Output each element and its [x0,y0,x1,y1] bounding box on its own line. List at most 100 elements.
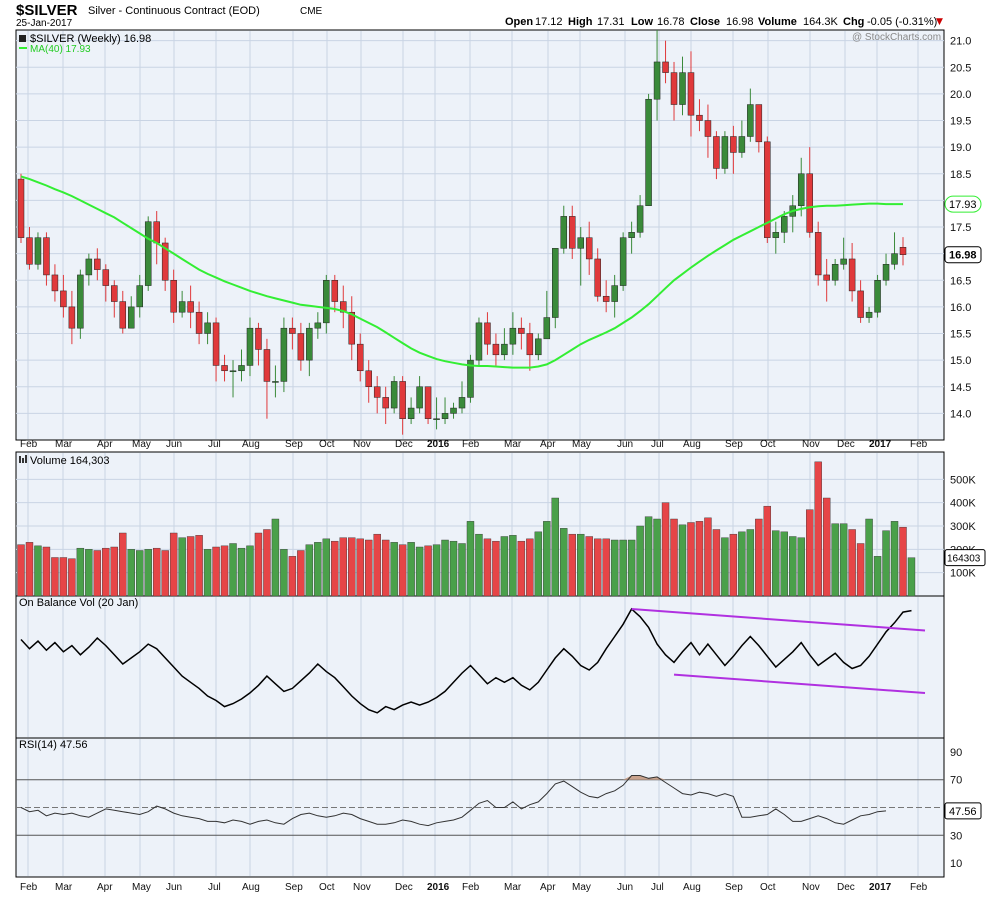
candle [806,173,813,233]
price-legend-label: $SILVER (Weekly) 16.98 [30,33,151,45]
volume-bar [102,547,110,597]
candle [26,237,33,265]
x-tick-label: Mar [504,882,522,893]
x-tick-label: Dec [395,882,413,893]
candle [187,301,194,313]
candle [747,104,754,137]
volume-bar [407,542,415,597]
candle [297,333,305,361]
x-tick-label: Aug [683,439,701,450]
volume-tick-label: 300K [950,521,976,533]
candle [713,136,720,169]
volume-bar [806,509,814,597]
candle [204,322,211,334]
volume-bar [517,540,526,597]
candle [543,317,551,340]
volume-bar [34,545,42,597]
rsi-value-label: 47.56 [949,806,977,818]
volume-bar [297,550,305,597]
volume-bar [25,542,34,597]
header-close-label: Close [690,16,720,28]
candle [314,322,322,329]
volume-bar [186,536,195,597]
candle [77,274,84,329]
volume-bar [203,549,212,597]
candle [111,285,118,302]
volume-bar [161,550,169,597]
x-tick-label: Feb [20,439,38,450]
volume-bar [246,545,254,597]
candle [509,327,517,345]
candle [136,285,143,308]
candle [560,216,568,249]
candle [602,295,610,302]
volume-bar [144,549,152,597]
candle [552,248,559,318]
candle [178,301,186,313]
volume-bar [661,502,670,597]
volume-bar [678,524,687,597]
candle [569,216,576,249]
x-tick-label: 2017 [869,882,892,893]
header-high: 17.31 [597,16,625,28]
candle [865,311,873,318]
volume-bar [882,530,890,597]
x-tick-label: Feb [20,882,38,893]
x-tick-label: Feb [462,882,480,893]
candle [170,280,177,313]
candle [450,407,457,414]
volume-bar [475,533,483,597]
volume-bar [365,539,373,597]
volume-bar [687,522,695,597]
volume-value-label: 164303 [947,554,981,565]
candle [382,397,389,409]
volume-bar [780,531,788,597]
candle [246,327,254,366]
header-low: 16.78 [657,16,685,28]
candle [51,274,59,292]
volume-bar [560,528,568,597]
volume-bar [212,546,220,597]
candle [738,136,746,153]
candle [899,246,907,255]
candle [94,258,101,270]
candle [611,285,618,302]
x-tick-label: Oct [319,882,335,893]
x-tick-label: Dec [395,439,413,450]
candle [60,290,67,308]
volume-bar [704,517,712,597]
candle [390,381,398,409]
volume-bar [59,557,68,597]
volume-bar [856,543,865,597]
candle [399,381,406,419]
candle [585,237,593,260]
volume-bar [280,549,288,597]
volume-bar [331,540,339,597]
x-tick-label: May [572,882,591,893]
volume-bar [42,546,51,597]
volume-bar [390,542,398,597]
obv-legend-label: On Balance Vol (20 Jan) [19,597,138,609]
ma-value-label: 17.93 [949,199,977,211]
volume-bar [585,536,593,597]
ma-legend-label: MA(40) 17.93 [30,44,91,55]
volume-bar [593,538,602,597]
volume-bar [466,521,475,597]
volume-bar [348,537,356,597]
volume-bar [220,545,229,597]
price-tick-label: 15.5 [950,329,971,341]
x-tick-label: Apr [97,439,113,450]
candle [373,386,381,398]
candle [161,242,169,281]
volume-bar [755,518,763,597]
x-tick-label: Dec [837,439,855,450]
volume-bar [68,558,76,597]
x-tick-label: Sep [725,439,743,450]
volume-bar [746,529,755,597]
candle [636,205,644,233]
volume-bar [51,557,59,597]
candle [535,338,542,356]
x-tick-label: Jun [617,439,633,450]
volume-bar [314,542,322,597]
